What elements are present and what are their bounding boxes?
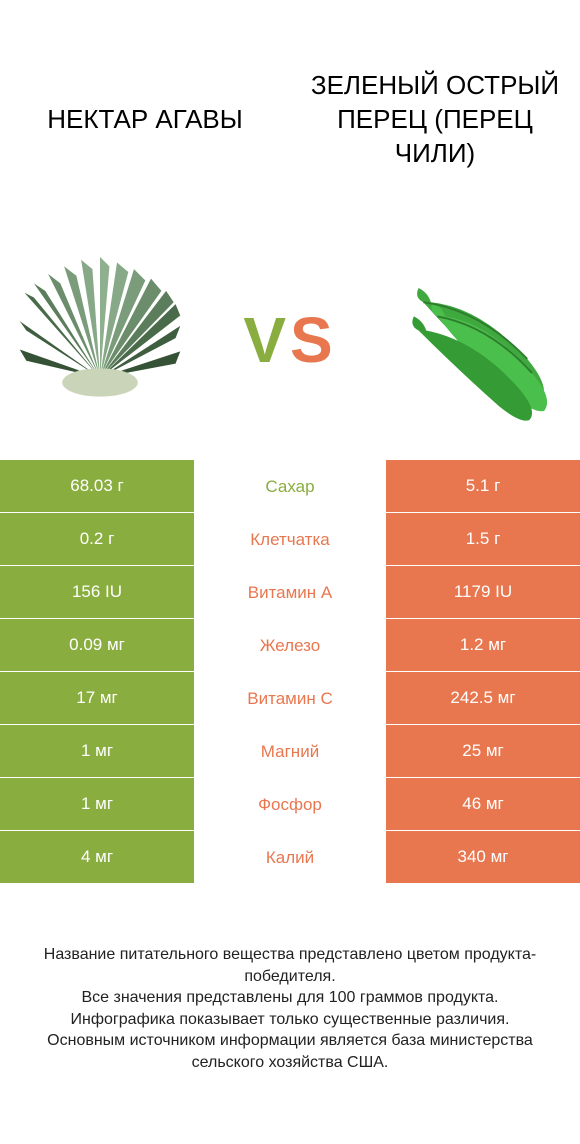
cell-nutrient-label: Сахар (194, 460, 386, 513)
cell-right-value: 25 мг (386, 725, 580, 778)
infographic: НЕКТАР АГАВЫ ЗЕЛЕНЫЙ ОСТРЫЙ ПЕРЕЦ (ПЕРЕЦ… (0, 0, 580, 1144)
cell-nutrient-label: Витамин A (194, 566, 386, 619)
cell-nutrient-label: Витамин C (194, 672, 386, 725)
table-row: 17 мгВитамин C242.5 мг (0, 672, 580, 725)
comparison-table: 68.03 гСахар5.1 г0.2 гКлетчатка1.5 г156 … (0, 460, 580, 884)
cell-nutrient-label: Калий (194, 831, 386, 884)
vs-s: S (290, 304, 337, 376)
cell-left-value: 156 IU (0, 566, 194, 619)
table-row: 68.03 гСахар5.1 г (0, 460, 580, 513)
cell-right-value: 242.5 мг (386, 672, 580, 725)
table-row: 4 мгКалий340 мг (0, 831, 580, 884)
cell-nutrient-label: Железо (194, 619, 386, 672)
cell-left-value: 1 мг (0, 778, 194, 831)
table-row: 1 мгФосфор46 мг (0, 778, 580, 831)
footer-line: Все значения представлены для 100 граммо… (20, 987, 560, 1009)
agave-image (10, 250, 190, 430)
cell-right-value: 340 мг (386, 831, 580, 884)
footer-line: Основным источником информации является … (20, 1030, 560, 1073)
footer-note: Название питательного вещества представл… (0, 944, 580, 1094)
footer-line: Инфографика показывает только существенн… (20, 1009, 560, 1031)
cell-nutrient-label: Магний (194, 725, 386, 778)
cell-left-value: 4 мг (0, 831, 194, 884)
titles-row: НЕКТАР АГАВЫ ЗЕЛЕНЫЙ ОСТРЫЙ ПЕРЕЦ (ПЕРЕЦ… (0, 0, 580, 240)
chili-image (390, 250, 570, 430)
cell-nutrient-label: Фосфор (194, 778, 386, 831)
cell-right-value: 5.1 г (386, 460, 580, 513)
footer-line: Название питательного вещества представл… (20, 944, 560, 987)
title-left: НЕКТАР АГАВЫ (0, 103, 290, 137)
cell-right-value: 1179 IU (386, 566, 580, 619)
cell-left-value: 17 мг (0, 672, 194, 725)
cell-left-value: 0.09 мг (0, 619, 194, 672)
cell-left-value: 0.2 г (0, 513, 194, 566)
cell-nutrient-label: Клетчатка (194, 513, 386, 566)
cell-right-value: 1.5 г (386, 513, 580, 566)
title-right: ЗЕЛЕНЫЙ ОСТРЫЙ ПЕРЕЦ (ПЕРЕЦ ЧИЛИ) (290, 69, 580, 170)
table-row: 1 мгМагний25 мг (0, 725, 580, 778)
images-row: VS (0, 240, 580, 440)
cell-left-value: 1 мг (0, 725, 194, 778)
cell-left-value: 68.03 г (0, 460, 194, 513)
cell-right-value: 46 мг (386, 778, 580, 831)
table-row: 0.2 гКлетчатка1.5 г (0, 513, 580, 566)
table-row: 156 IUВитамин A1179 IU (0, 566, 580, 619)
vs-v: V (243, 304, 290, 376)
vs-label: VS (243, 303, 336, 377)
table-row: 0.09 мгЖелезо1.2 мг (0, 619, 580, 672)
cell-right-value: 1.2 мг (386, 619, 580, 672)
